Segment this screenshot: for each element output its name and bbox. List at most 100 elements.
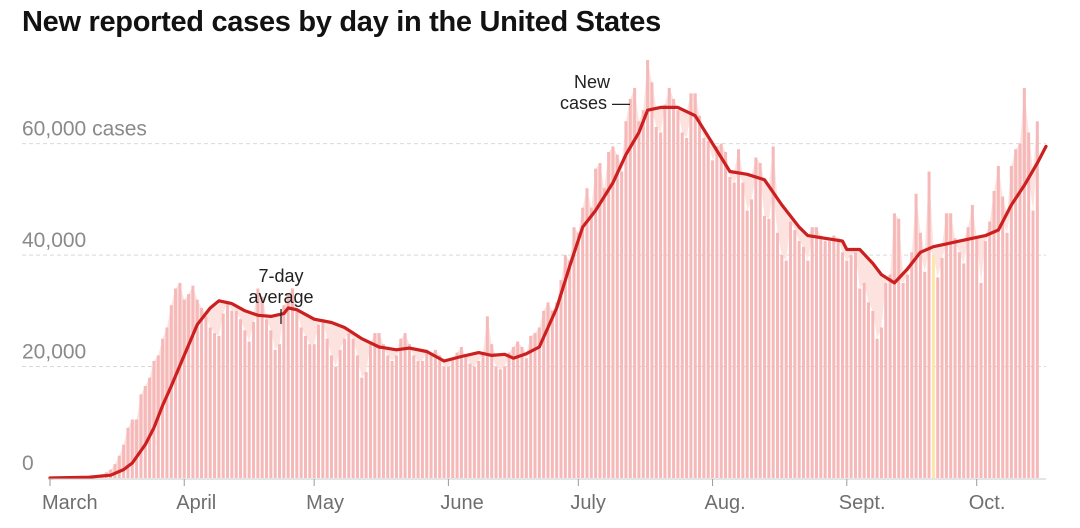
new-cases-bar xyxy=(568,260,572,478)
x-tick-label: April xyxy=(176,492,216,514)
new-cases-bar xyxy=(853,252,857,478)
new-cases-bar xyxy=(897,218,901,479)
new-cases-bar xyxy=(308,344,312,478)
new-cases-bar xyxy=(1009,165,1013,478)
new-cases-bar xyxy=(148,377,152,478)
new-cases-bar xyxy=(459,347,463,478)
new-cases-bar xyxy=(1031,210,1035,478)
new-cases-bar xyxy=(559,280,563,478)
new-cases-bar xyxy=(788,221,793,478)
new-cases-bar xyxy=(533,333,537,478)
new-cases-bar xyxy=(364,372,368,478)
new-cases-bar xyxy=(780,255,784,478)
new-cases-bar xyxy=(494,366,498,478)
new-cases-bar xyxy=(810,227,814,478)
new-cases-bar xyxy=(381,344,385,478)
new-cases-bar xyxy=(438,355,442,478)
new-cases-bar xyxy=(944,213,948,479)
new-cases-bar xyxy=(823,241,827,478)
x-tick-label: Sept. xyxy=(839,492,886,514)
new-cases-bar xyxy=(866,302,870,478)
new-cases-bar xyxy=(234,310,238,478)
new-cases-bar xyxy=(373,333,377,478)
new-cases-bar xyxy=(126,427,130,478)
new-cases-bar xyxy=(698,115,702,478)
average-annotation-line2: average xyxy=(248,287,313,307)
new-cases-bar xyxy=(572,227,576,478)
new-cases-bar xyxy=(949,213,953,479)
new-cases-bar xyxy=(416,361,420,478)
new-cases-bar xyxy=(321,319,325,478)
new-cases-bar xyxy=(641,110,645,478)
new-cases-bar xyxy=(485,316,489,478)
new-cases-bar xyxy=(793,230,797,478)
new-cases-bar xyxy=(693,93,697,479)
new-cases-bar xyxy=(490,344,494,478)
new-cases-bar xyxy=(931,255,935,478)
new-cases-bar xyxy=(329,355,333,478)
new-cases-bar xyxy=(347,333,351,478)
new-cases-bar xyxy=(135,419,139,478)
new-cases-bar xyxy=(412,355,416,478)
new-cases-bar xyxy=(481,352,485,478)
new-cases-bars xyxy=(83,60,1039,479)
new-cases-bar xyxy=(611,146,615,478)
new-cases-bar xyxy=(377,333,381,478)
new-cases-bar xyxy=(312,344,316,478)
new-cases-bar xyxy=(628,99,632,478)
new-cases-bar xyxy=(226,302,230,478)
new-cases-bar xyxy=(607,152,611,478)
y-tick-label: 40,000 xyxy=(22,229,86,252)
new-cases-bar xyxy=(295,310,299,478)
new-cases-bar xyxy=(278,344,282,478)
new-cases-bar xyxy=(1018,143,1022,478)
new-cases-bar xyxy=(801,246,806,478)
new-cases-bar xyxy=(117,455,121,478)
new-cases-bar xyxy=(750,199,754,479)
new-cases-bar xyxy=(966,227,970,478)
new-cases-bar xyxy=(659,132,663,478)
new-cases-bar xyxy=(1022,87,1026,479)
new-cases-bar xyxy=(433,349,437,478)
new-cases-bar xyxy=(1005,232,1009,478)
new-cases-bar xyxy=(689,93,693,479)
new-cases-bar xyxy=(187,294,191,478)
new-cases-bar xyxy=(524,358,528,478)
new-cases-bar xyxy=(814,227,818,478)
new-cases-annotation-line1: New xyxy=(574,72,611,92)
new-cases-bar xyxy=(208,327,212,478)
new-cases-bar xyxy=(165,327,169,478)
average-annotation-line1: 7-day xyxy=(258,266,303,286)
new-cases-bar xyxy=(745,210,749,478)
x-tick-label: May xyxy=(306,492,344,514)
new-cases-bar xyxy=(217,335,221,478)
new-cases-bar xyxy=(472,366,476,478)
new-cases-bar xyxy=(399,338,403,478)
new-cases-bar xyxy=(243,330,247,478)
new-cases-bar xyxy=(737,149,741,478)
x-tick-label: July xyxy=(570,492,606,514)
new-cases-bar xyxy=(957,252,961,478)
new-cases-bar xyxy=(113,464,117,478)
new-cases-bar xyxy=(442,366,446,478)
new-cases-bar xyxy=(425,349,429,478)
new-cases-bar xyxy=(875,338,879,478)
new-cases-bar xyxy=(299,327,303,478)
new-cases-bar xyxy=(602,188,606,478)
new-cases-bar xyxy=(711,160,715,479)
x-tick-label: June xyxy=(440,492,483,514)
new-cases-bar xyxy=(464,355,468,478)
new-cases-bar xyxy=(763,216,767,478)
x-tick-label: March xyxy=(42,492,98,514)
new-cases-bar xyxy=(195,299,199,478)
new-cases-bar xyxy=(511,347,515,478)
new-cases-bar xyxy=(520,347,524,478)
new-cases-bar xyxy=(529,335,533,478)
new-cases-bar xyxy=(918,232,922,478)
new-cases-bar xyxy=(1035,121,1039,479)
new-cases-bar xyxy=(685,138,689,478)
new-cases-bar xyxy=(594,168,598,478)
new-cases-bar xyxy=(715,146,719,478)
new-cases-bar xyxy=(1001,196,1005,478)
